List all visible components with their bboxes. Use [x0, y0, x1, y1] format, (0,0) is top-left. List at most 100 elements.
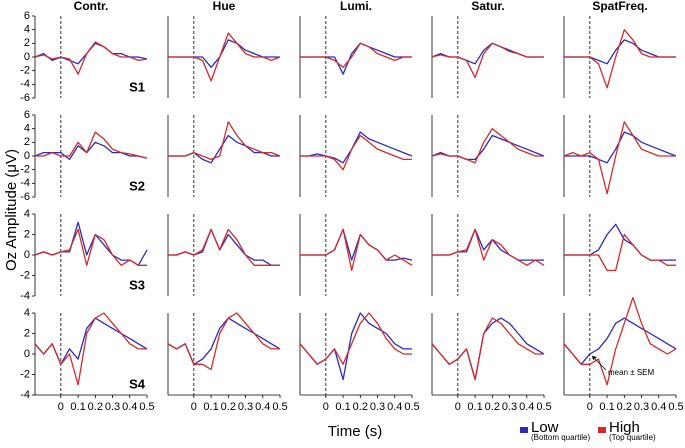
y-tick-label: -4 — [20, 389, 30, 401]
y-tick-label: 2 — [24, 228, 30, 240]
series-line — [34, 42, 148, 65]
series-line — [431, 42, 544, 65]
y-tick-label: -6 — [20, 191, 30, 203]
series-line — [34, 228, 147, 266]
x-tick-label: 0.3 — [105, 401, 120, 413]
series-line — [300, 42, 412, 75]
y-tick-label: 6 — [24, 10, 30, 22]
y-tick-label: 4 — [24, 307, 30, 319]
subject-label: S3 — [129, 277, 145, 292]
x-tick-label: 0.1 — [335, 401, 350, 413]
subject-label: S2 — [129, 178, 145, 193]
series-line — [168, 121, 281, 161]
subject-label: S4 — [129, 376, 146, 391]
x-tick-label: 0 — [191, 401, 197, 413]
series-line — [564, 233, 676, 272]
x-tick-label: 0.1 — [467, 401, 482, 413]
x-tick-label: 0.2 — [353, 401, 368, 413]
series-line — [34, 141, 148, 161]
x-tick-label: 0.3 — [634, 401, 649, 413]
x-tick-label: 0.1 — [599, 401, 614, 413]
legend-swatch — [598, 427, 606, 433]
column-title: Hue — [213, 0, 236, 13]
series-line — [300, 134, 412, 171]
x-tick-label: 0.1 — [70, 401, 85, 413]
x-tick-label: 0.3 — [370, 401, 385, 413]
y-tick-label: -6 — [20, 92, 30, 104]
series-line — [431, 42, 544, 79]
series-line — [563, 121, 676, 195]
series-line — [34, 221, 148, 266]
x-tick-label: 0 — [58, 401, 64, 413]
y-tick-label: -4 — [20, 177, 30, 189]
y-axis-label: Oz Amplitude (μV) — [3, 149, 20, 271]
legend-note: (Bottom quartile) — [531, 433, 590, 442]
y-tick-label: -2 — [20, 65, 30, 77]
column-title: Contr. — [74, 0, 109, 13]
series-line — [167, 312, 280, 371]
y-tick-label: 4 — [24, 208, 30, 220]
x-tick-label: 0.4 — [255, 401, 270, 413]
series-line — [299, 312, 412, 365]
y-tick-label: 0 — [24, 150, 30, 162]
x-tick-label: 0.5 — [272, 401, 287, 413]
series-line — [431, 317, 544, 381]
y-tick-label: 2 — [24, 136, 30, 148]
x-tick-label: 0.2 — [88, 401, 103, 413]
annotation: mean ± SEM — [608, 368, 655, 377]
x-axis-label: Time (s) — [328, 423, 382, 440]
x-tick-label: 0.2 — [221, 401, 236, 413]
x-tick-label: 0.5 — [668, 401, 683, 413]
series-line — [168, 228, 280, 266]
column-title: Satur. — [471, 0, 504, 13]
x-tick-label: 0.2 — [485, 401, 500, 413]
legend-swatch — [520, 427, 528, 433]
x-tick-label: 0 — [323, 401, 329, 413]
series-line — [300, 228, 413, 272]
legend-label: High — [609, 419, 640, 436]
y-tick-label: 0 — [24, 249, 30, 261]
series-line — [563, 317, 677, 365]
x-tick-label: 0.3 — [238, 401, 253, 413]
y-tick-label: -2 — [20, 368, 30, 380]
y-tick-label: 0 — [24, 348, 30, 360]
x-tick-label: 0.4 — [122, 401, 137, 413]
series-line — [563, 296, 677, 386]
y-tick-label: -2 — [20, 164, 30, 176]
series-line — [300, 131, 413, 164]
x-tick-label: 0.2 — [617, 401, 632, 413]
x-tick-label: 0.5 — [404, 401, 419, 413]
series-line — [34, 312, 147, 386]
x-tick-label: 0.4 — [651, 401, 666, 413]
legend-note: (Top quartile) — [609, 433, 656, 442]
y-tick-label: -2 — [20, 269, 30, 281]
series-line — [432, 228, 545, 266]
x-tick-label: 0.4 — [519, 401, 534, 413]
x-tick-label: 0.1 — [203, 401, 218, 413]
x-tick-label: 0 — [455, 401, 461, 413]
y-tick-label: 2 — [24, 327, 30, 339]
y-tick-label: -4 — [20, 290, 30, 302]
series-line — [35, 131, 148, 159]
y-tick-label: 2 — [24, 37, 30, 49]
y-tick-label: 6 — [24, 109, 30, 121]
x-tick-label: 0.5 — [536, 401, 551, 413]
y-tick-label: 0 — [24, 51, 30, 63]
legend: Low(Bottom quartile) High(Top quartile) — [520, 419, 656, 442]
y-tick-label: 4 — [24, 24, 30, 36]
x-tick-label: 0.3 — [502, 401, 517, 413]
annotation-arrowhead — [592, 356, 597, 360]
series-line — [34, 41, 148, 75]
series-line — [300, 42, 412, 68]
legend-label: Low — [531, 419, 559, 436]
series-line — [299, 312, 412, 381]
y-tick-label: -4 — [20, 78, 30, 90]
series-line — [168, 32, 281, 82]
series-line — [168, 228, 280, 266]
x-tick-label: 0 — [587, 401, 593, 413]
x-tick-label: 0.5 — [139, 401, 154, 413]
column-title: SpatFreq. — [592, 0, 647, 13]
column-title: Lumi. — [340, 0, 372, 13]
x-tick-label: 0.4 — [387, 401, 402, 413]
